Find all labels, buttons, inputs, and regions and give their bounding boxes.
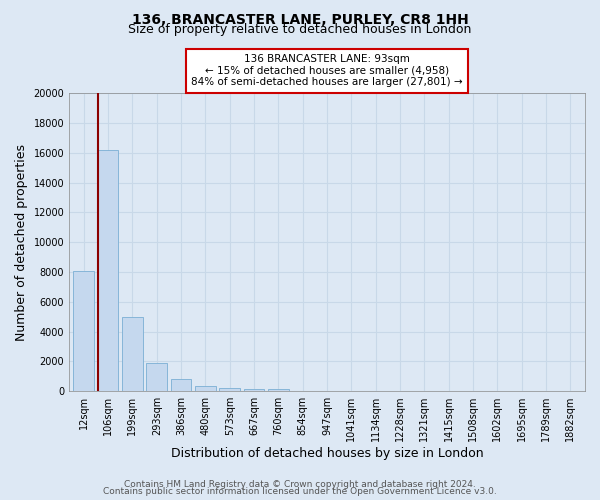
Bar: [220, 388, 240, 391]
Text: Contains public sector information licensed under the Open Government Licence v3: Contains public sector information licen…: [103, 487, 497, 496]
Bar: [146, 363, 167, 391]
Y-axis label: Number of detached properties: Number of detached properties: [15, 144, 28, 340]
Bar: [244, 390, 265, 391]
Bar: [122, 316, 143, 391]
Bar: [171, 379, 191, 391]
Text: Contains HM Land Registry data © Crown copyright and database right 2024.: Contains HM Land Registry data © Crown c…: [124, 480, 476, 489]
X-axis label: Distribution of detached houses by size in London: Distribution of detached houses by size …: [171, 447, 484, 460]
Text: Size of property relative to detached houses in London: Size of property relative to detached ho…: [128, 22, 472, 36]
Text: 136 BRANCASTER LANE: 93sqm
← 15% of detached houses are smaller (4,958)
84% of s: 136 BRANCASTER LANE: 93sqm ← 15% of deta…: [191, 54, 463, 88]
Bar: [268, 390, 289, 391]
Bar: [98, 150, 118, 391]
Text: 136, BRANCASTER LANE, PURLEY, CR8 1HH: 136, BRANCASTER LANE, PURLEY, CR8 1HH: [131, 12, 469, 26]
Bar: [73, 272, 94, 391]
Bar: [195, 386, 216, 391]
